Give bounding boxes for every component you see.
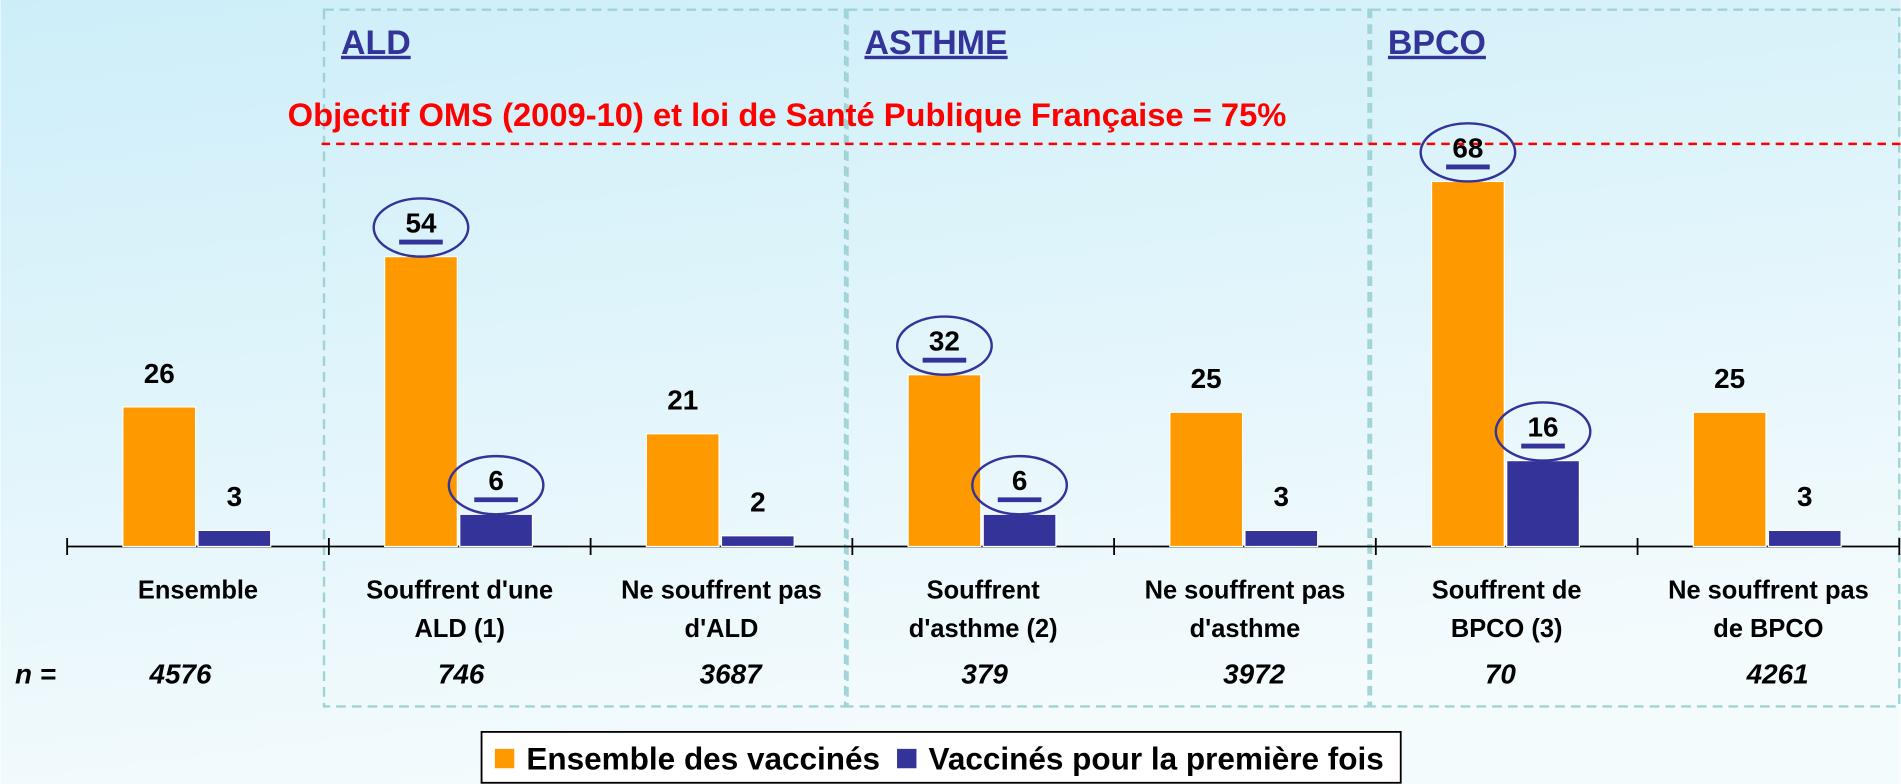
bar xyxy=(907,374,982,548)
value-label: 3 xyxy=(1797,481,1813,512)
value-label: 32 xyxy=(929,326,960,357)
bar xyxy=(1767,529,1842,548)
bar xyxy=(720,535,795,548)
legend-label: Vaccinés pour la première fois xyxy=(929,740,1384,776)
highlight-ellipse xyxy=(1419,122,1517,183)
x-tick-label: Ne souffrent pas de BPCO xyxy=(1668,576,1869,643)
bar xyxy=(459,513,534,548)
n-value: 70 xyxy=(1485,659,1516,690)
bar xyxy=(384,256,458,548)
highlight-ellipse xyxy=(447,454,545,516)
x-tick-label: Ne souffrent pas d'ALD xyxy=(621,576,822,643)
value-label: 26 xyxy=(144,358,175,389)
highlight-ellipse xyxy=(372,197,470,258)
value-label: 54 xyxy=(405,207,436,238)
value-label: 3 xyxy=(1274,481,1290,512)
value-label: 25 xyxy=(1714,363,1745,394)
value-label: 21 xyxy=(667,385,698,416)
reference-label: Objectif OMS (2009-10) et loi de Santé P… xyxy=(288,96,1287,133)
x-tick-label: Ensemble xyxy=(138,576,258,604)
highlight-ellipse xyxy=(971,454,1069,516)
x-tick-label: Souffrent d'asthme (2) xyxy=(909,576,1058,643)
highlight-ellipse xyxy=(1494,401,1592,462)
value-label: 16 xyxy=(1528,411,1559,442)
x-tick-label: Souffrent d'une ALD (1) xyxy=(366,576,553,643)
n-value: 3972 xyxy=(1223,659,1285,690)
group-label: BPCO xyxy=(1388,24,1486,62)
value-label: 3 xyxy=(227,481,243,512)
bar xyxy=(122,406,197,548)
n-value: 4261 xyxy=(1746,659,1809,690)
value-label: 6 xyxy=(488,465,504,496)
legend-swatch xyxy=(897,748,917,769)
bar xyxy=(1430,180,1505,548)
bar xyxy=(1692,411,1767,548)
group-label: ASTHME xyxy=(864,24,1007,62)
value-label: 25 xyxy=(1191,363,1222,394)
value-label: 68 xyxy=(1452,132,1483,163)
highlight-ellipse xyxy=(895,315,993,376)
group-label: ALD xyxy=(341,24,411,62)
group-box xyxy=(1369,8,1901,708)
n-value: 379 xyxy=(961,659,1008,690)
value-label: 6 xyxy=(1012,465,1028,496)
bar xyxy=(982,513,1057,548)
bar xyxy=(197,529,272,548)
n-label: n = xyxy=(15,659,56,690)
n-value: 746 xyxy=(438,659,485,690)
x-tick-label: Souffrent de BPCO (3) xyxy=(1432,576,1582,643)
bar xyxy=(1244,529,1319,548)
value-label: 2 xyxy=(750,487,766,518)
legend-label: Ensemble des vaccinés xyxy=(526,740,880,776)
x-tick-label: Ne souffrent pas d'asthme xyxy=(1145,576,1346,643)
legend-swatch xyxy=(494,748,515,769)
group-box xyxy=(846,8,1370,708)
n-value: 3687 xyxy=(700,659,763,690)
group-box xyxy=(322,8,847,708)
n-value: 4576 xyxy=(149,659,212,690)
bar xyxy=(645,433,720,548)
bar xyxy=(1506,460,1581,548)
bar xyxy=(1169,411,1244,548)
legend-box xyxy=(480,730,1402,784)
